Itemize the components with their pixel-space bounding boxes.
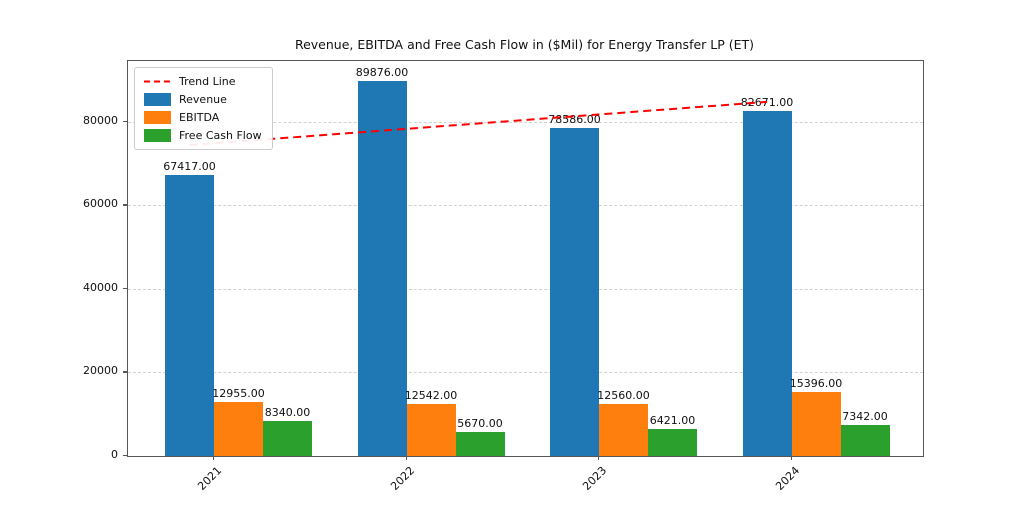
chart-title: Revenue, EBITDA and Free Cash Flow in ($… (294, 37, 755, 52)
y-tick-mark (123, 455, 127, 457)
bar-revenue-2024 (742, 110, 792, 456)
bar-revenue-2022 (357, 80, 407, 456)
bar-free-cash-flow-2024 (840, 425, 890, 456)
x-tick-mark (405, 456, 407, 460)
legend-label: Trend Line (179, 75, 236, 88)
plot-area: 67417.00 89876.00 78586.00 82671.00 12955.00… (127, 60, 924, 457)
legend-row-revenue: Revenue (144, 93, 262, 106)
bar-value-label: 5670.00 (457, 417, 503, 431)
bar-ebitda-2024 (791, 391, 841, 456)
x-tick-label-2021: 2021 (195, 464, 225, 493)
legend: Trend Line Revenue EBITDA Free Cash Flow (134, 67, 273, 150)
bar-ebitda-2023 (599, 403, 648, 456)
legend-color-swatch-icon (144, 93, 171, 106)
bar-free-cash-flow-2023 (648, 429, 697, 456)
legend-row-trend-line: Trend Line (144, 75, 262, 88)
legend-trend-line-swatch-icon (144, 75, 171, 88)
y-tick-label-80000: 80000 (83, 113, 118, 127)
legend-label: EBITDA (179, 111, 220, 124)
legend-row-ebitda: EBITDA (144, 111, 262, 124)
y-tick-mark (123, 120, 127, 123)
bar-free-cash-flow-2021 (263, 421, 312, 456)
bar-value-label: 7342.00 (842, 410, 888, 424)
bar-value-label: 12542.00 (404, 388, 458, 402)
x-tick-label-2024: 2024 (772, 464, 802, 493)
x-tick-label-2022: 2022 (387, 464, 417, 493)
legend-color-swatch-icon (144, 129, 171, 142)
bar-value-label: 67417.00 (163, 159, 216, 173)
bar-value-label: 8340.00 (264, 406, 311, 420)
bar-free-cash-flow-2022 (455, 432, 505, 456)
bar-value-label: 78586.00 (548, 112, 601, 126)
x-tick-label-2023: 2023 (580, 464, 610, 493)
bar-revenue-2021 (165, 174, 214, 456)
y-tick-label-40000: 40000 (83, 280, 118, 294)
gridline-80000 (128, 121, 923, 123)
x-tick-mark (213, 456, 215, 460)
gridline-40000 (128, 288, 923, 290)
x-tick-mark (598, 456, 600, 460)
y-tick-mark (123, 287, 127, 290)
y-tick-mark (123, 204, 127, 206)
y-tick-label-20000: 20000 (83, 364, 118, 378)
x-tick-mark (790, 456, 792, 460)
gridline-20000 (128, 372, 923, 374)
legend-label: Revenue (179, 93, 227, 106)
bar-value-label: 15396.00 (789, 376, 843, 390)
legend-label: Free Cash Flow (179, 129, 262, 142)
trend-line (189, 100, 768, 147)
y-tick-label-60000: 60000 (83, 197, 118, 211)
bar-revenue-2023 (550, 127, 599, 456)
y-tick-label-0: 0 (111, 448, 118, 461)
bar-value-label: 6421.00 (649, 414, 696, 428)
y-tick-mark (123, 371, 127, 373)
bar-ebitda-2021 (214, 401, 263, 456)
legend-color-swatch-icon (144, 111, 171, 124)
bar-value-label: 12955.00 (212, 386, 265, 400)
bar-value-label: 89876.00 (355, 65, 409, 79)
legend-row-free-cash-flow: Free Cash Flow (144, 129, 262, 142)
bar-value-label: 12560.00 (597, 388, 650, 402)
gridline-60000 (128, 205, 923, 207)
bar-ebitda-2022 (406, 403, 456, 456)
